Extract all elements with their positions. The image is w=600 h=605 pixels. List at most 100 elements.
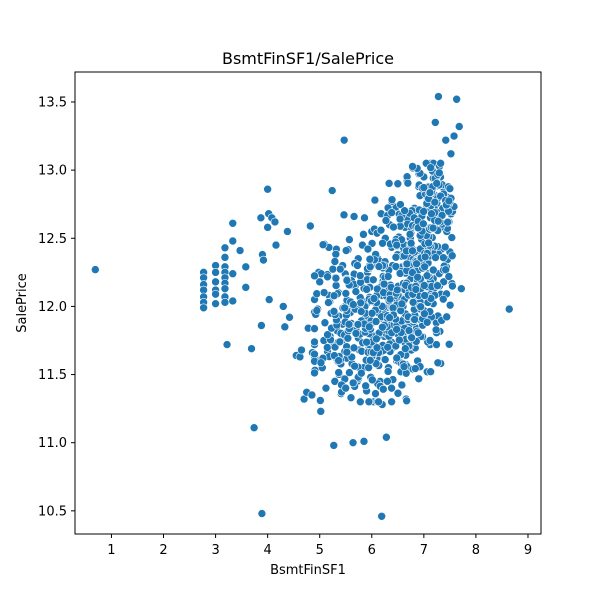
- scatter-point: [432, 340, 441, 349]
- scatter-point: [307, 390, 317, 400]
- scatter-point: [428, 223, 438, 233]
- scatter-point: [428, 265, 438, 275]
- plot-frame: [74, 71, 542, 535]
- scatter-point: [413, 272, 422, 282]
- scatter-point: [199, 303, 208, 313]
- scatter-point: [331, 281, 341, 290]
- y-axis-label: SalePrice: [15, 273, 30, 333]
- scatter-point: [320, 318, 330, 328]
- scatter-point: [228, 269, 238, 279]
- scatter-point: [422, 317, 432, 327]
- scatter-point: [391, 262, 401, 271]
- scatter-point: [387, 208, 396, 217]
- scatter-point: [454, 122, 464, 131]
- scatter-point: [371, 389, 380, 398]
- scatter-point: [228, 218, 238, 228]
- scatter-point: [329, 291, 339, 301]
- scatter-point: [341, 289, 351, 298]
- scatter-point: [405, 229, 415, 239]
- scatter-point: [270, 217, 280, 227]
- y-tick-label: 10.5: [38, 504, 67, 519]
- scatter-point: [378, 384, 388, 394]
- scatter-point: [439, 253, 448, 262]
- scatter-point: [365, 254, 375, 264]
- scatter-point: [425, 336, 435, 345]
- scatter-point: [372, 334, 381, 344]
- scatter-point: [444, 272, 454, 281]
- scatter-point: [399, 362, 409, 372]
- scatter-point: [278, 302, 288, 311]
- scatter-point: [431, 325, 441, 335]
- scatter-point: [319, 288, 329, 297]
- chart-title: BsmtFinSF1/SalePrice: [222, 49, 394, 68]
- scatter-point: [370, 195, 380, 205]
- y-tick-label: 13.0: [38, 164, 67, 179]
- scatter-point: [257, 321, 266, 330]
- scatter-point: [447, 251, 457, 261]
- scatter-point: [249, 423, 259, 433]
- scatter-point: [408, 162, 417, 171]
- scatter-point: [241, 283, 251, 292]
- scatter-point: [323, 330, 332, 340]
- scatter-point: [211, 289, 220, 299]
- scatter-point: [445, 300, 455, 310]
- x-tick-label: 4: [264, 543, 272, 558]
- scatter-point: [341, 246, 351, 255]
- scatter-point: [367, 308, 377, 318]
- scatter-point: [392, 285, 402, 295]
- scatter-point: [400, 206, 409, 215]
- scatter-point: [368, 275, 378, 285]
- scatter-point: [449, 131, 459, 141]
- scatter-point: [380, 355, 390, 364]
- scatter-point: [349, 343, 359, 353]
- scatter-point: [403, 178, 413, 188]
- scatter-point: [426, 163, 435, 172]
- scatter-point: [426, 367, 435, 377]
- scatter-point: [441, 135, 451, 145]
- scatter-point: [340, 303, 349, 313]
- scatter-point: [335, 264, 345, 274]
- scatter-point: [349, 212, 359, 221]
- scatter-point: [359, 230, 368, 239]
- scatter-point: [395, 214, 405, 224]
- scatter-point: [365, 356, 375, 365]
- scatter-point: [259, 255, 268, 265]
- scatter-point: [443, 217, 453, 227]
- scatter-point: [419, 281, 429, 290]
- scatter-point: [339, 135, 349, 145]
- scatter-point: [316, 396, 325, 405]
- scatter-point: [436, 159, 445, 168]
- scatter-point: [414, 374, 424, 384]
- scatter-point: [389, 222, 398, 232]
- scatter-point: [356, 397, 365, 407]
- scatter-point: [425, 188, 435, 197]
- scatter-point: [220, 284, 230, 293]
- scatter-point: [382, 432, 391, 442]
- scatter-point: [420, 291, 429, 300]
- scatter-point: [344, 320, 354, 329]
- scatter-point: [334, 368, 343, 377]
- scatter-point: [457, 284, 466, 293]
- scatter-point: [445, 184, 455, 193]
- scatter-point: [362, 285, 371, 294]
- scatter-point: [392, 353, 402, 363]
- scatter-point: [355, 271, 365, 280]
- scatter-point: [387, 383, 396, 393]
- scatter-point: [407, 333, 416, 342]
- scatter-point: [357, 368, 366, 378]
- scatter-point: [424, 238, 433, 248]
- scatter-point: [442, 312, 452, 322]
- x-tick-label: 7: [420, 543, 428, 558]
- scatter-point: [341, 383, 351, 393]
- scatter-point: [356, 298, 365, 308]
- scatter-point: [360, 213, 369, 223]
- scatter-point: [362, 337, 371, 347]
- scatter-point: [444, 196, 454, 206]
- scatter-point: [346, 393, 356, 403]
- scatter-point: [393, 179, 403, 189]
- scatter-point: [350, 361, 359, 371]
- scatter-point: [419, 219, 428, 229]
- scatter-point: [427, 209, 436, 219]
